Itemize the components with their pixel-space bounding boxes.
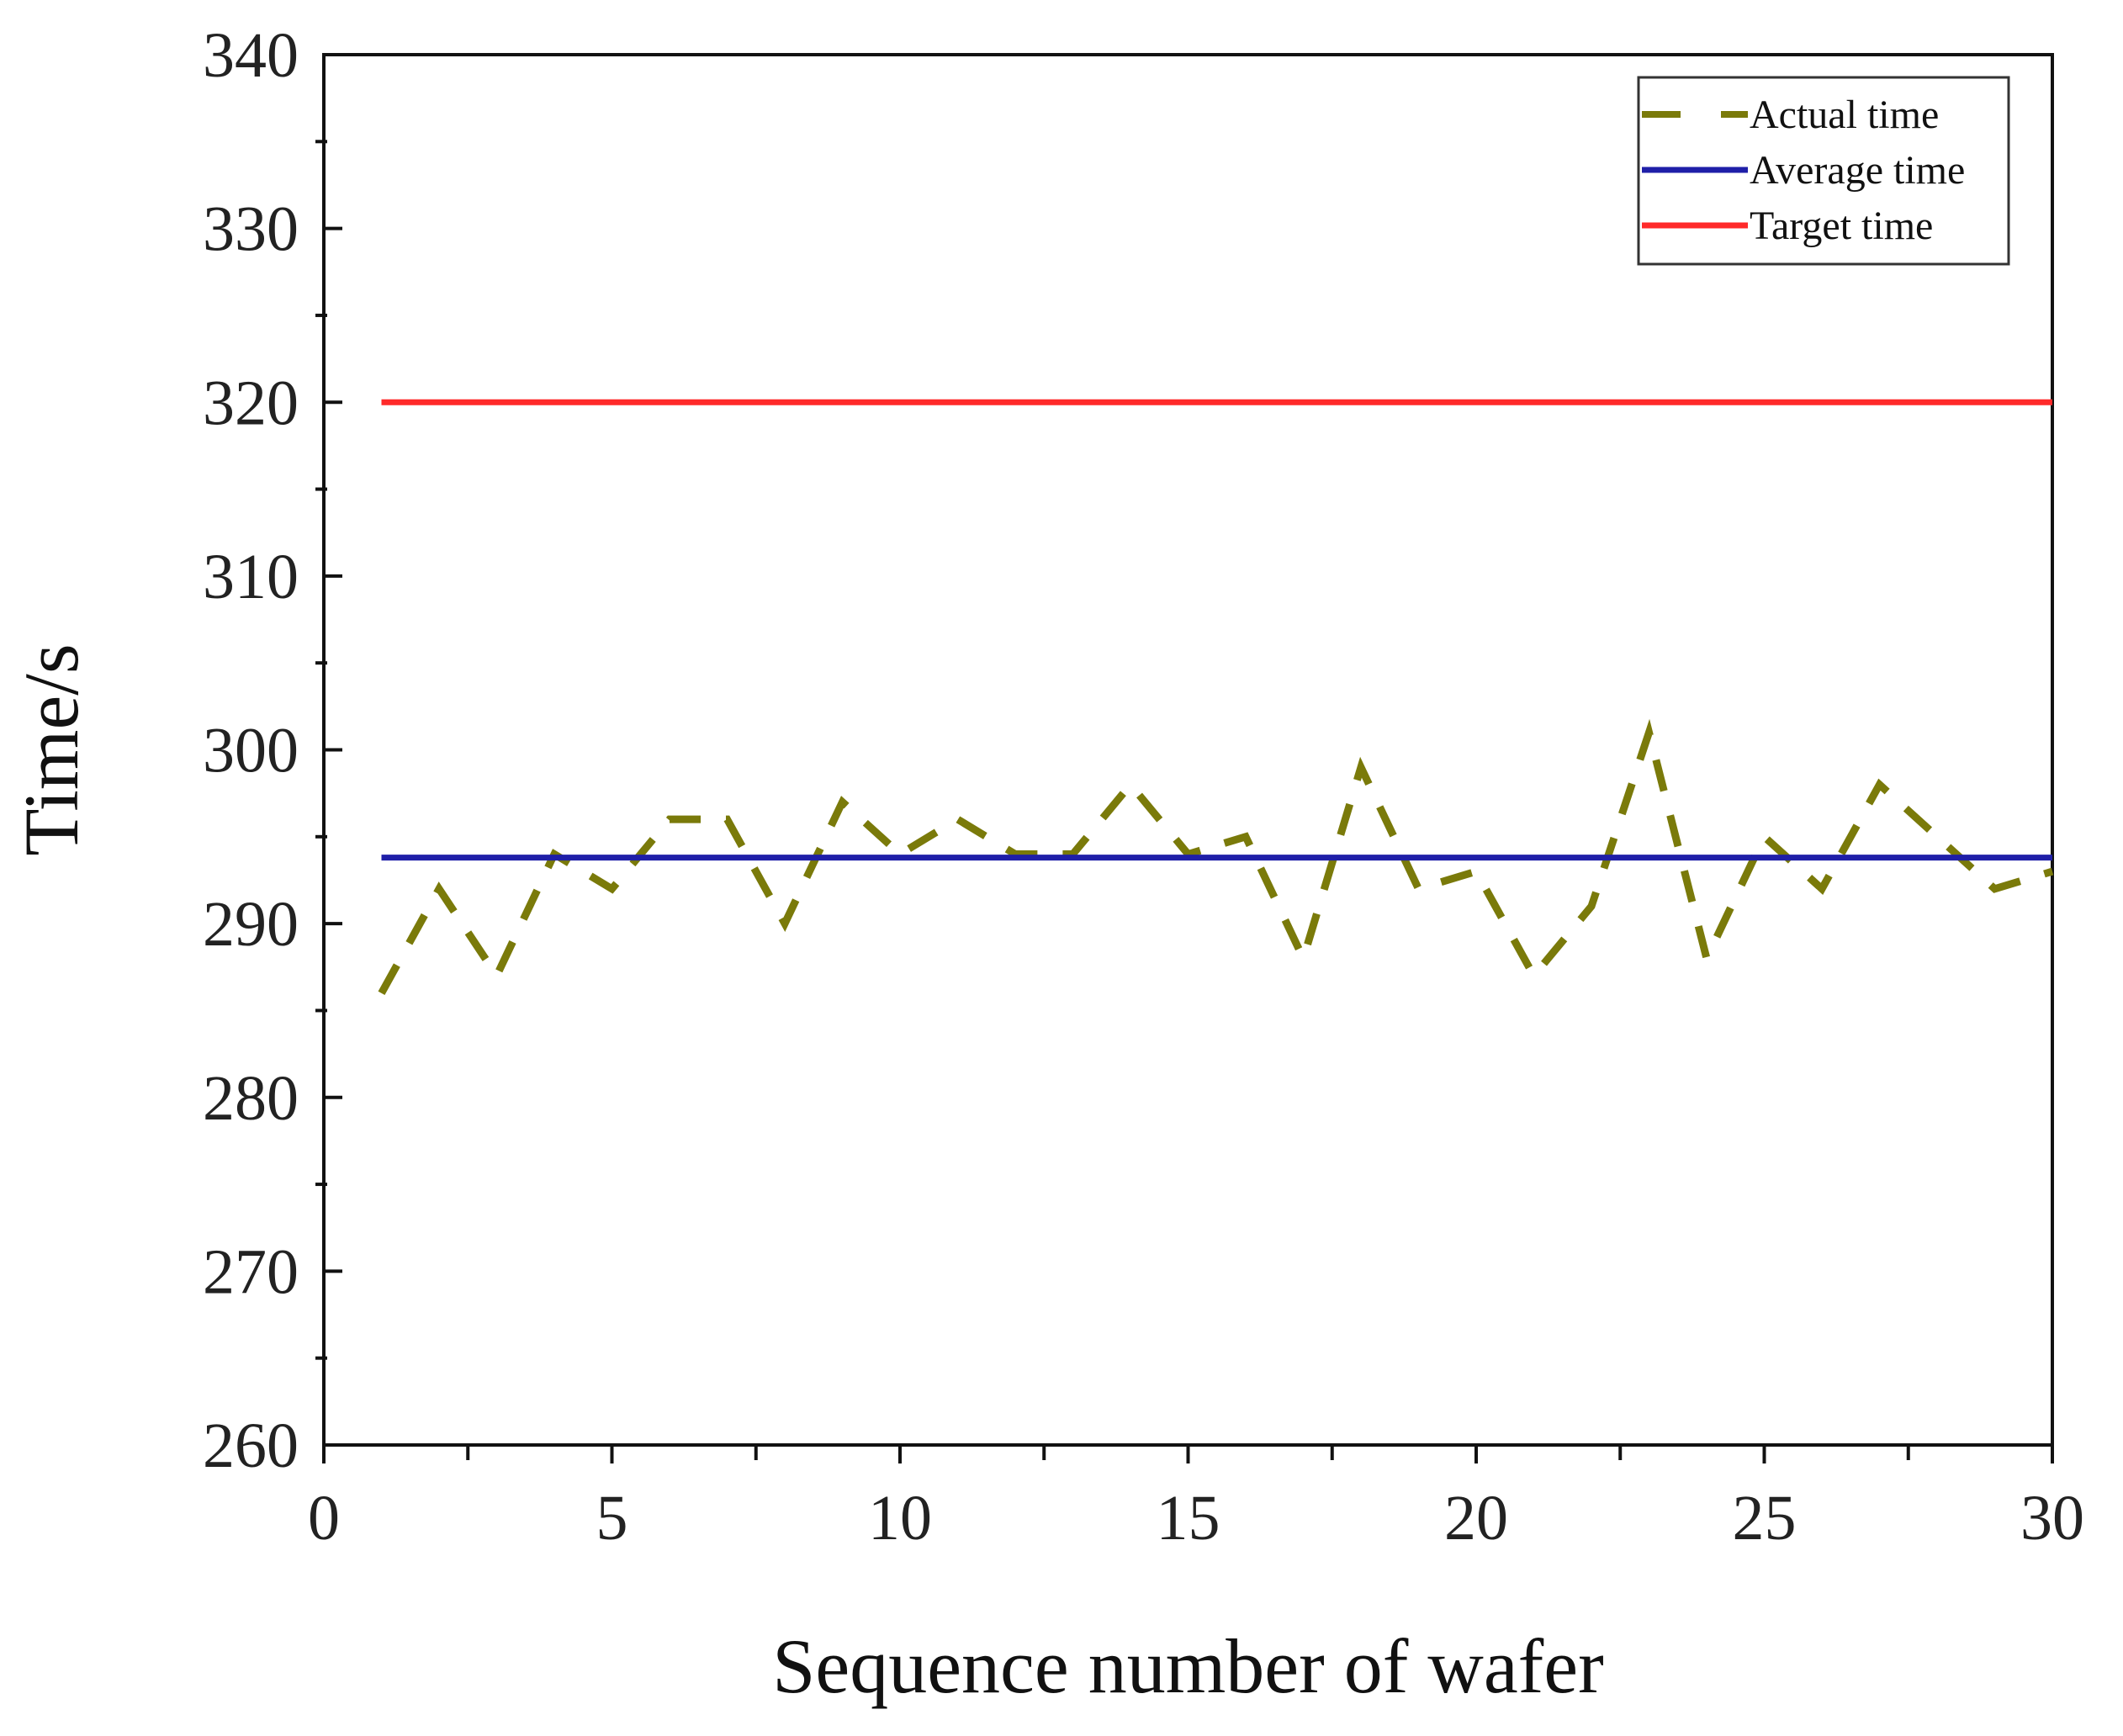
- plot-frame: [322, 53, 2054, 1447]
- x-tick-label: 30: [2020, 1483, 2084, 1553]
- y-tick-label: 260: [203, 1410, 299, 1481]
- y-tick-label: 310: [203, 542, 299, 612]
- series-group: [378, 399, 2054, 995]
- x-tick-label: 20: [1444, 1483, 1508, 1553]
- legend-label: Average time: [1750, 148, 1965, 193]
- plot-area: [322, 53, 2054, 1447]
- x-tick-label: 25: [1733, 1483, 1797, 1553]
- legend-label: Target time: [1750, 204, 1933, 248]
- series-line-actual-time: [378, 718, 2054, 995]
- y-tick-label: 280: [203, 1063, 299, 1134]
- x-tick-label: 10: [868, 1483, 932, 1553]
- axes: 260 270 280 290 300 310 320 330 340 0 5 10 15 20 25 30: [203, 20, 2084, 1553]
- legend-label: Actual time: [1750, 93, 1939, 137]
- x-tick-label: 15: [1157, 1483, 1220, 1553]
- y-tick-label: 270: [203, 1236, 299, 1307]
- y-tick-label: 330: [203, 194, 299, 265]
- y-tick-label: 320: [203, 368, 299, 438]
- x-axis-title: Sequence number of wafer: [772, 1623, 1604, 1709]
- y-axis-title: Time/s: [8, 643, 94, 855]
- x-tick-label: 0: [308, 1483, 340, 1553]
- y-tick-label: 290: [203, 889, 299, 960]
- legend: Actual time Average time Target time: [1637, 76, 2010, 266]
- y-tick-label: 300: [203, 716, 299, 786]
- x-tick-label: 5: [596, 1483, 628, 1553]
- y-tick-label: 340: [203, 20, 299, 91]
